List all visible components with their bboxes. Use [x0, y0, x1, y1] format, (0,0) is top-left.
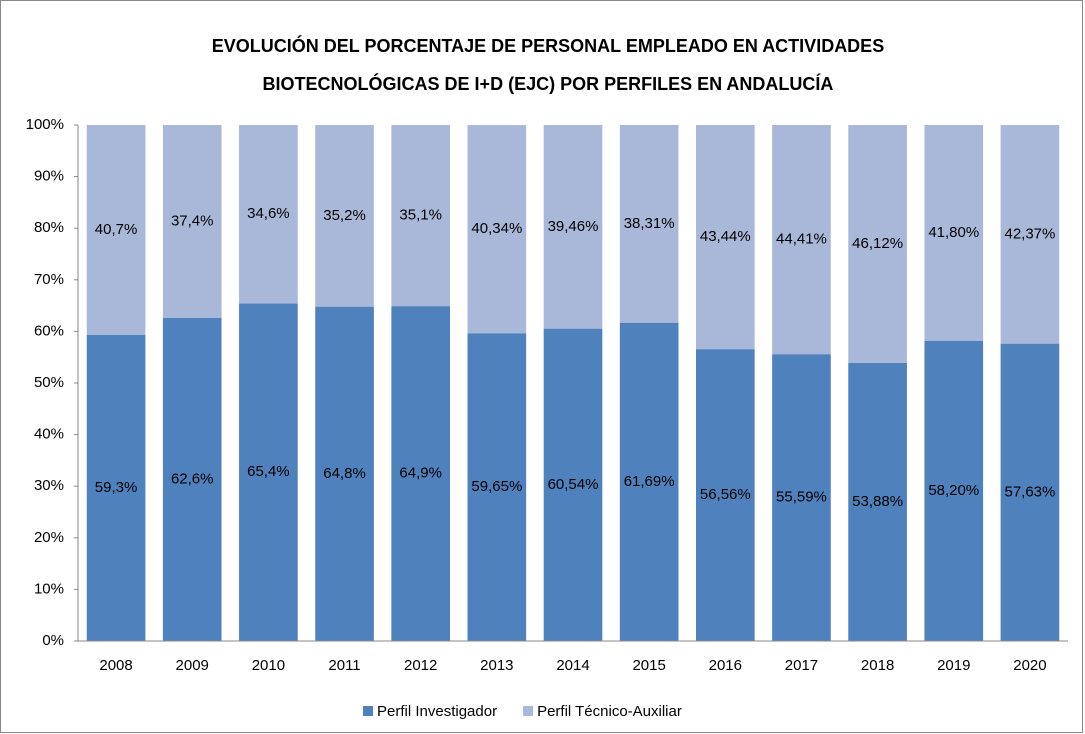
y-tick-label: 0% [42, 632, 64, 649]
x-tick-label: 2012 [404, 657, 437, 674]
y-tick-label: 100% [26, 116, 64, 133]
legend-swatch [523, 706, 534, 716]
x-tick-label: 2020 [1013, 657, 1046, 674]
x-tick-label: 2010 [252, 657, 285, 674]
y-tick-label: 70% [34, 271, 64, 288]
data-label: 59,3% [95, 479, 138, 496]
data-label: 34,6% [247, 205, 290, 222]
x-tick-label: 2018 [861, 657, 894, 674]
bar-segment [391, 125, 451, 307]
y-tick-label: 10% [34, 580, 64, 597]
x-tick-label: 2017 [785, 657, 818, 674]
data-label: 59,65% [471, 478, 522, 495]
x-tick-label: 2015 [632, 657, 665, 674]
y-tick-label: 40% [34, 426, 64, 443]
chart-title: EVOLUCIÓN DEL PORCENTAJE DE PERSONAL EMP… [212, 35, 884, 56]
legend-label: Perfil Técnico-Auxiliar [537, 703, 682, 720]
data-label: 55,59% [776, 489, 827, 506]
data-label: 35,1% [399, 207, 442, 224]
x-tick-label: 2008 [99, 657, 132, 674]
data-label: 62,6% [171, 470, 214, 487]
bar-segment [848, 125, 907, 363]
bar-segment [543, 125, 603, 329]
data-label: 46,12% [852, 235, 903, 252]
bar-segment [772, 125, 831, 355]
data-label: 37,4% [171, 212, 214, 229]
data-label: 53,88% [852, 493, 903, 510]
data-label: 61,69% [624, 473, 675, 490]
data-label: 41,80% [928, 224, 979, 241]
x-tick-label: 2014 [556, 657, 589, 674]
bar-segment [391, 306, 451, 641]
data-label: 38,31% [624, 215, 675, 232]
bar-segment [1000, 343, 1060, 641]
bar-segment [619, 322, 679, 641]
bar-segment [315, 306, 374, 641]
x-tick-label: 2019 [937, 657, 970, 674]
data-label: 64,8% [323, 465, 366, 482]
bar-segment [619, 125, 679, 323]
bar-segment [162, 317, 222, 641]
bar-segment [315, 125, 374, 307]
bar-segment [848, 362, 907, 641]
bar-segment [162, 125, 222, 318]
x-tick-label: 2016 [709, 657, 742, 674]
bar-segment [467, 125, 527, 334]
data-label: 60,54% [548, 476, 599, 493]
bar-segment [1000, 125, 1060, 344]
data-label: 43,44% [700, 228, 751, 245]
y-tick-label: 90% [34, 168, 64, 185]
bar-segment [924, 340, 984, 641]
y-tick-label: 60% [34, 322, 64, 339]
bar-segment [924, 125, 984, 341]
bar-segment [86, 335, 146, 641]
y-tick-label: 20% [34, 529, 64, 546]
bar-segment [695, 125, 755, 350]
bar-segment [86, 125, 146, 336]
data-label: 39,46% [548, 218, 599, 235]
data-label: 35,2% [323, 207, 366, 224]
legend-swatch [363, 706, 373, 716]
data-label: 40,7% [95, 221, 138, 238]
data-label: 64,9% [399, 465, 442, 482]
bar-segment [239, 303, 298, 641]
x-tick-label: 2013 [480, 657, 513, 674]
y-tick-label: 80% [34, 219, 64, 236]
legend-label: Perfil Investigador [377, 703, 497, 720]
bar-segment [695, 349, 755, 641]
x-tick-label: 2009 [176, 657, 209, 674]
data-label: 42,37% [1004, 225, 1055, 242]
data-label: 40,34% [471, 220, 522, 237]
bar-segment [772, 354, 831, 641]
x-tick-label: 2011 [328, 657, 360, 674]
chart-title: BIOTECNOLÓGICAS DE I+D (EJC) POR PERFILE… [263, 73, 834, 94]
data-label: 56,56% [700, 486, 751, 503]
data-label: 65,4% [247, 463, 290, 480]
data-label: 44,41% [776, 231, 827, 248]
y-tick-label: 30% [34, 477, 64, 494]
bar-segment [239, 125, 298, 304]
data-label: 58,20% [928, 482, 979, 499]
bar-segment [543, 328, 603, 641]
y-tick-label: 50% [34, 374, 64, 391]
bar-segment [467, 333, 527, 641]
data-label: 57,63% [1004, 483, 1055, 500]
